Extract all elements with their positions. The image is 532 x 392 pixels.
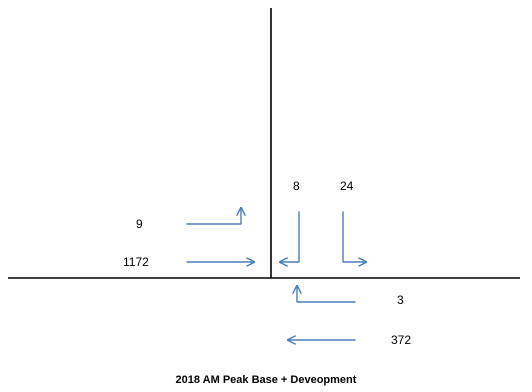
eastbound-left-volume: 9	[136, 217, 143, 231]
eastbound-through-volume: 1172	[123, 255, 149, 269]
westbound-left-volume: 3	[397, 293, 404, 307]
southbound-left-turn-arrow-icon	[280, 211, 300, 262]
southbound-right-volume: 24	[340, 179, 354, 193]
southbound-right-turn-arrow-icon	[342, 211, 366, 262]
diagram-title: 2018 AM Peak Base + Deveopment	[176, 374, 357, 386]
southbound-left-volume: 8	[293, 179, 300, 193]
westbound-left-turn-arrow-icon	[297, 286, 356, 303]
westbound-through-volume: 372	[391, 333, 411, 347]
eastbound-left-turn-arrow-icon	[186, 208, 241, 225]
